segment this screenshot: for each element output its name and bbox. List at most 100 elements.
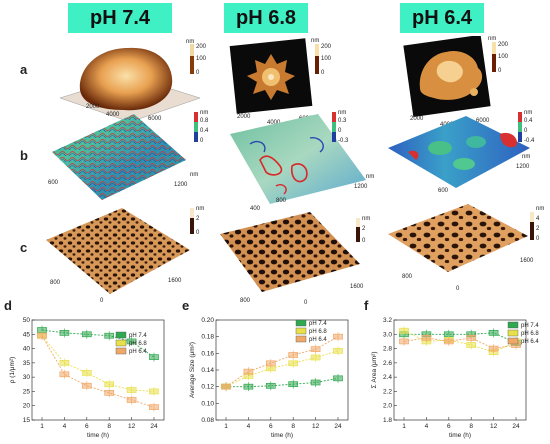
y-tick-label: 0.08 [201,417,214,424]
y-tick-label: 3.0 [383,331,392,338]
height-colorbar [190,44,194,74]
x-tick-label: 24 [334,423,342,430]
height-colorbar [190,208,194,234]
legend-swatch-1 [295,319,307,327]
afm-a2-scale-tick: 0 [321,70,325,76]
x-tick-label: 4 [425,423,429,430]
afm-b-ph74: 600 1200 nm nm 0.8 0.4 0 [48,110,209,200]
afm-c3-scale-unit: nm [536,206,544,212]
afm-c-ph64: 800 1600 0 nm 4 2 0 [388,204,544,292]
afm-b2-axis-unit: nm [366,174,374,180]
series-line-3 [403,337,517,350]
afm-b1-scale-tick: 0.8 [200,118,209,124]
y-tick-label: 30 [23,374,31,381]
series-line-2 [41,335,155,392]
y-axis-title: ρ (1/μm²) [9,357,16,384]
afm-b3-scale-unit: nm [524,110,532,116]
legend-label-2: pH 6.8 [309,329,327,335]
y-tick-label: 1.8 [383,417,392,424]
series-line-1 [226,377,339,388]
plot-frame [31,319,165,421]
afm-b3-scale-tick: -0.4 [524,138,535,144]
y-tick-label: 0.14 [201,367,214,374]
x-tick-label: 1 [402,423,406,430]
afm-c1-axis-tick: 1600 [168,278,182,284]
legend-label-2: pH 6.8 [129,341,147,347]
row-label-a: a [20,62,28,77]
x-axis-title: time (h) [271,432,293,439]
height-colorbar [492,42,496,72]
legend-swatch-2 [295,327,307,335]
afm-c3-scale-tick: 0 [536,236,540,242]
legend-label-3: pH 6.4 [521,339,539,345]
afm-c1-scale-tick: 2 [196,216,200,222]
afm-c1-axis-tick: 0 [100,298,104,304]
afm-c1-axis-tick: 800 [50,280,61,286]
afm-b-ph64: 600 1200 nm nm 0.4 0 -0.4 [388,110,535,194]
afm-a2-axis-tick: 4000 [267,120,281,126]
afm-a2-scale-tick: 200 [321,44,332,50]
afm-a1-scale-tick: 100 [196,56,207,62]
afm-b2-axis-tick: 400 [250,206,261,212]
afm-a-ph68: 2000 4000 6000 nm 200 100 0 [229,38,332,126]
afm-c2-scale-tick: 0 [362,238,366,244]
y-tick-label: 2.0 [383,403,392,410]
afm-a2-axis-tick: 2000 [237,114,251,120]
afm-a2-scale-tick: 100 [321,56,332,62]
y-tick-label: 2.4 [383,374,392,381]
legend-swatch-1 [507,321,519,329]
afm-a1-axis-tick: 6000 [148,116,162,122]
afm-c3-axis-tick: 1600 [520,258,534,264]
y-tick-label: 0.16 [201,350,214,357]
afm-a1-scale-tick: 0 [196,70,200,76]
afm-b2-axis-tick: 800 [276,198,287,204]
chart-average-size: 0.08 0.10 0.12 0.14 0.16 0.18 0.20 1 4 6 8 12 24 time… [189,317,349,439]
x-tick-label: 12 [312,423,320,430]
afm-c3-axis-tick: 0 [456,286,460,292]
afm-b2-scale-tick: -0.3 [338,138,349,144]
y-tick-label: 2.2 [383,388,392,395]
afm-b2-axis-tick: 1200 [354,184,368,190]
afm-c-ph74: 800 1600 0 nm 2 0 [46,206,204,304]
y-axis-title: Average Size (μm²) [189,342,196,398]
afm-c2-scale-tick: 2 [362,226,366,232]
y-tick-label: 0.18 [201,334,214,341]
afm-a3-axis-tick: 6000 [476,118,490,124]
afm-a1-axis-tick: 2000 [86,104,100,110]
y-tick-label: 35 [23,360,31,367]
y-tick-label: 0.20 [201,317,214,324]
afm-b2-scale-tick: 0 [338,128,342,134]
y-tick-label: 2.8 [383,346,392,353]
legend-swatch-1 [115,331,127,339]
afm-b1-scale-unit: nm [200,110,208,116]
y-tick-label: 50 [23,317,31,324]
legend-swatch-3 [115,347,127,355]
legend-swatch-3 [507,337,519,345]
panel-label-d: d [4,298,12,313]
afm-c1-scale-tick: 0 [196,230,200,236]
plot-frame [393,319,527,421]
legend-label-3: pH 6.4 [309,337,327,343]
afm-c-ph68: 800 1600 0 nm 2 0 [220,212,370,306]
x-tick-label: 1 [40,423,44,430]
afm-a-ph64: 2000 4000 6000 nm 200 100 0 [403,36,509,128]
y-tick-label: 2.6 [383,360,392,367]
afm-a-ph74: 2000 4000 6000 nm 200 100 0 [59,39,207,123]
height-colorbar [356,218,360,242]
legend-label-2: pH 6.8 [521,331,539,337]
x-tick-label: 12 [490,423,498,430]
afm-c2-axis-tick: 1600 [350,284,364,290]
afm-a3-scale-unit: nm [488,36,496,42]
legend-label-1: pH 7.4 [129,333,147,339]
afm-c2-axis-tick: 800 [240,298,251,304]
afm-c2-scale-unit: nm [362,216,370,222]
x-tick-label: 6 [447,423,451,430]
afm-a1-scale-unit: nm [186,39,194,45]
chart-density: 15 20 25 30 35 40 45 50 1 4 6 8 12 24 time (h) ρ (1/μm²… [9,317,165,439]
x-axis-title: time (h) [87,432,109,439]
panel-label-f: f [364,298,369,313]
y-axis-title: Σ Area (μm²) [371,351,378,388]
legend-label-3: pH 6.4 [129,349,147,355]
afm-b2-scale-unit: nm [338,110,346,116]
afm-a3-scale-tick: 0 [498,68,502,74]
